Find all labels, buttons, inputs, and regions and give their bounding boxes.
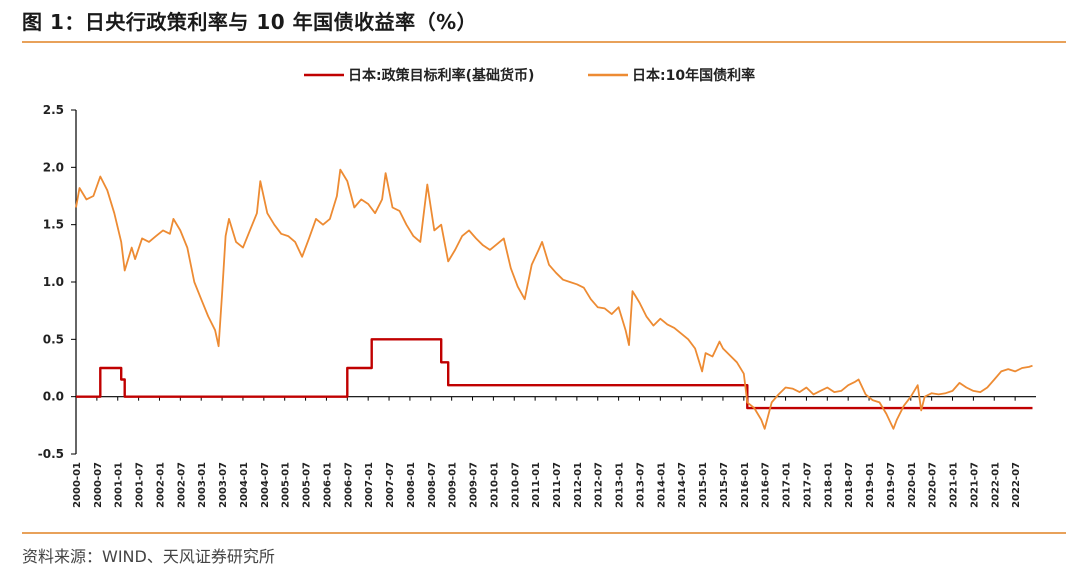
x-tick-label: 2010-07 — [510, 462, 521, 508]
x-tick-label: 2013-01 — [615, 462, 626, 508]
x-tick-label: 2013-07 — [635, 462, 646, 508]
x-tick-label: 2018-07 — [844, 462, 855, 508]
legend: 日本:政策目标利率(基础货币) 日本:10年国债利率 — [304, 67, 755, 84]
x-tick-label: 2002-07 — [176, 462, 187, 508]
x-tick-label: 2020-01 — [907, 462, 918, 508]
source-divider — [22, 532, 1066, 534]
x-tick-label: 2009-01 — [448, 462, 459, 508]
source-note: 资料来源：WIND、天风证券研究所 — [22, 547, 275, 566]
y-tick-label: 1.0 — [43, 275, 64, 289]
x-tick-label: 2009-07 — [469, 462, 480, 508]
x-tick-label: 2006-07 — [343, 462, 354, 508]
x-tick-label: 2002-01 — [155, 462, 166, 508]
series-line-jgb-10y — [75, 168, 1033, 430]
y-tick-label: 2.0 — [43, 160, 64, 174]
x-tick-label: 2012-07 — [594, 462, 605, 508]
x-tick-label: 2017-07 — [802, 462, 813, 508]
y-tick-label: -0.5 — [38, 447, 64, 461]
y-axis: -0.5 0.0 0.5 1.0 1.5 2.0 2.5 — [38, 103, 77, 461]
x-tick-label: 2016-01 — [740, 462, 751, 508]
x-tick-label: 2014-07 — [677, 462, 688, 508]
y-tick-label: 0.5 — [43, 332, 64, 346]
x-tick-label: 2016-07 — [761, 462, 772, 508]
x-tick-label: 2004-07 — [260, 462, 271, 508]
x-tick-label: 2019-01 — [865, 462, 876, 508]
x-tick-label: 2008-07 — [427, 462, 438, 508]
x-tick-label: 2000-07 — [93, 462, 104, 508]
x-tick-label: 2001-01 — [114, 462, 125, 508]
x-axis: 2000-01 2000-07 2001-01 2001-07 2002-01 2002-… — [72, 396, 1036, 508]
x-tick-label: 2012-01 — [573, 462, 584, 508]
legend-label-policy-rate: 日本:政策目标利率(基础货币) — [348, 67, 534, 84]
x-tick-label: 2007-07 — [385, 462, 396, 508]
x-tick-label: 2019-07 — [886, 462, 897, 508]
x-tick-label: 2007-01 — [364, 462, 375, 508]
y-tick-label: 1.5 — [43, 218, 64, 232]
x-tick-label: 2011-07 — [552, 462, 563, 508]
x-tick-label: 2014-01 — [656, 462, 667, 508]
x-tick-label: 2022-01 — [990, 462, 1001, 508]
x-tick-label: 2021-07 — [969, 462, 980, 508]
x-tick-label: 2015-07 — [719, 462, 730, 508]
y-tick-label: 0.0 — [43, 390, 64, 404]
x-tick-label: 2008-01 — [406, 462, 417, 508]
x-tick-label: 2010-01 — [489, 462, 500, 508]
x-tick-label: 2017-01 — [782, 462, 793, 508]
series-line-policy-rate — [76, 338, 1033, 410]
legend-label-jgb-10y: 日本:10年国债利率 — [632, 67, 755, 84]
x-tick-label: 2011-01 — [531, 462, 542, 508]
x-tick-label: 2006-01 — [322, 462, 333, 508]
x-tick-label: 2021-01 — [949, 462, 960, 508]
figure-title: 图 1：日央行政策利率与 10 年国债收益率（%） — [22, 10, 478, 34]
x-tick-label: 2020-07 — [928, 462, 939, 508]
series-layer — [75, 168, 1033, 430]
x-tick-label: 2022-07 — [1011, 462, 1022, 508]
x-tick-label: 2000-01 — [72, 462, 83, 508]
x-tick-label: 2004-01 — [239, 462, 250, 508]
x-tick-label: 2005-01 — [281, 462, 292, 508]
x-tick-label: 2003-07 — [218, 462, 229, 508]
title-divider — [22, 41, 1066, 43]
x-tick-label: 2005-07 — [302, 462, 313, 508]
x-tick-label: 2001-07 — [135, 462, 146, 508]
x-tick-label: 2003-01 — [197, 462, 208, 508]
x-tick-label: 2015-01 — [698, 462, 709, 508]
y-tick-label: 2.5 — [43, 103, 64, 117]
x-tick-label: 2018-01 — [823, 462, 834, 508]
